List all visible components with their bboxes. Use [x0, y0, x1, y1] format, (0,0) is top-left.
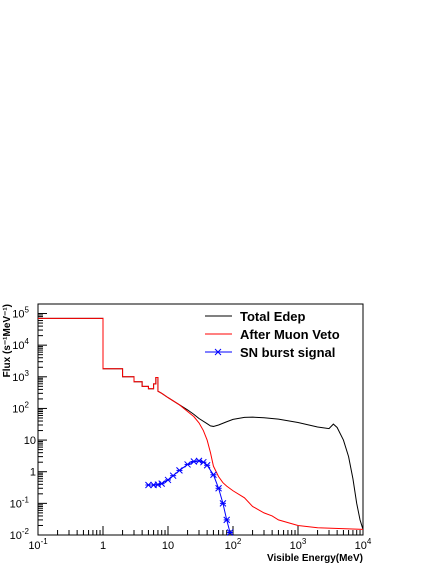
series-marker	[145, 481, 152, 489]
series-marker	[226, 529, 234, 536]
y-tick-label: 103	[12, 369, 29, 384]
series-marker	[210, 471, 217, 479]
legend-marker	[214, 348, 222, 356]
y-tick-label: 10-1	[10, 495, 30, 510]
x-tick-labels: 10-1 1 10 102 103 104	[28, 537, 372, 552]
series-marker	[195, 457, 203, 465]
y-tick-label: 104	[12, 337, 29, 352]
series-marker	[158, 480, 166, 487]
y-tick-label: 102	[12, 400, 29, 415]
series-marker	[176, 467, 183, 474]
y-tick-labels: 10-2 10-1 1 10 102 103 104 105	[10, 306, 36, 542]
legend-label: SN burst signal	[240, 345, 335, 360]
x-tick-label: 103	[290, 537, 307, 552]
series-marker	[169, 472, 177, 480]
legend-label: After Muon Veto	[240, 327, 340, 342]
x-tick-label: 10-1	[28, 537, 48, 552]
axis-ticks	[37, 303, 361, 536]
y-axis-title: Flux (s⁻¹MeV⁻¹)	[2, 304, 13, 377]
series-line-1	[38, 317, 364, 530]
x-tick-label: 102	[225, 537, 242, 552]
series-marker	[223, 516, 231, 524]
series-marker	[184, 461, 191, 468]
series-marker	[154, 481, 162, 489]
series-marker	[215, 484, 222, 492]
series-marker	[164, 476, 172, 484]
x-tick-label: 10	[162, 540, 174, 552]
series-marker	[203, 461, 211, 469]
x-tick-label: 1	[100, 540, 106, 552]
y-tick-label: 10-2	[10, 527, 30, 542]
y-tick-label: 105	[12, 306, 29, 321]
x-tick-label: 104	[355, 537, 372, 552]
x-axis-title: Visible Energy(MeV)	[267, 553, 363, 564]
plot-frame	[37, 303, 364, 536]
y-tick-label: 1	[30, 467, 36, 479]
series-line-2	[148, 460, 231, 533]
series-layer	[38, 317, 364, 536]
legend-label: Total Edep	[240, 309, 306, 324]
legend: Total Edep After Muon Veto SN burst signal	[205, 309, 340, 360]
y-tick-label: 10	[24, 435, 36, 447]
series-marker	[219, 500, 227, 507]
